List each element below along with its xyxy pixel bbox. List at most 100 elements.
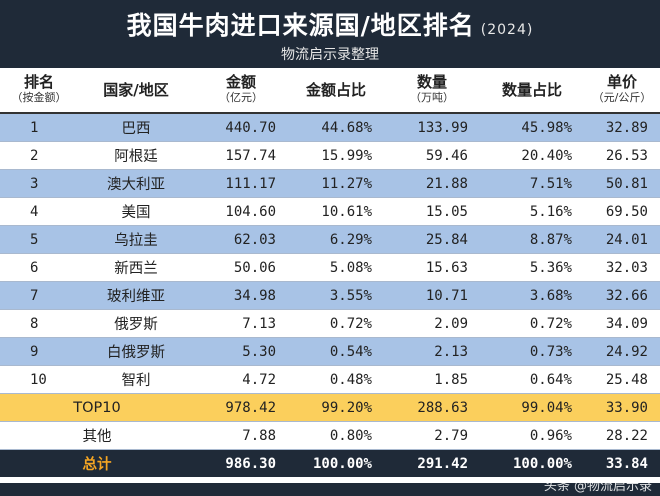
header-unit: （万吨）	[410, 91, 454, 104]
cell-amount-share: 10.61%	[288, 197, 384, 226]
table-row: 2 阿根廷 157.74 15.99% 59.46 20.40% 26.53	[0, 141, 660, 170]
cell-amount-share: 11.27%	[288, 169, 384, 198]
header-label: 数量占比	[501, 81, 562, 99]
cell-amount: 62.03	[194, 225, 288, 254]
cell-amount-share: 0.54%	[288, 337, 384, 366]
cell-country: 俄罗斯	[78, 309, 194, 338]
cell-country: 阿根廷	[78, 141, 194, 170]
top10-row: TOP10 978.42 99.20% 288.63 99.04% 33.90	[0, 393, 660, 422]
cell-quantity: 291.42	[384, 449, 480, 477]
header-label: 单价	[606, 73, 637, 91]
table-row: 9 白俄罗斯 5.30 0.54% 2.13 0.73% 24.92	[0, 337, 660, 366]
cell-rank: 10	[0, 365, 78, 394]
cell-amount-share: 0.80%	[288, 421, 384, 450]
cell-quantity-share: 20.40%	[480, 141, 584, 170]
table-row: 1 巴西 440.70 44.68% 133.99 45.98% 32.89	[0, 113, 660, 142]
cell-unit-price: 24.92	[584, 337, 660, 366]
cell-quantity-share: 45.98%	[480, 113, 584, 142]
table-row: 8 俄罗斯 7.13 0.72% 2.09 0.72% 34.09	[0, 309, 660, 338]
cell-quantity-share: 0.72%	[480, 309, 584, 338]
cell-quantity: 1.85	[384, 365, 480, 394]
cell-rank: 8	[0, 309, 78, 338]
cell-quantity: 15.63	[384, 253, 480, 282]
cell-quantity: 2.79	[384, 421, 480, 450]
cell-quantity: 133.99	[384, 113, 480, 142]
watermark: 头条 @物流启示录	[543, 479, 652, 494]
cell-quantity: 10.71	[384, 281, 480, 310]
cell-unit-price: 24.01	[584, 225, 660, 254]
cell-unit-price: 69.50	[584, 197, 660, 226]
header-quantity: 数量 （万吨）	[384, 68, 480, 114]
header-label: 金额	[225, 73, 256, 91]
title-banner: 我国牛肉进口来源国/地区排名 (2024) 物流启示录整理	[0, 0, 660, 68]
cell-amount: 111.17	[194, 169, 288, 198]
other-row: 其他 7.88 0.80% 2.79 0.96% 28.22	[0, 421, 660, 450]
table-row: 6 新西兰 50.06 5.08% 15.63 5.36% 32.03	[0, 253, 660, 282]
cell-unit-price: 32.66	[584, 281, 660, 310]
table-header-row: 排名 （按金额） 国家/地区 金额 （亿元） 金额占比 数量 （万吨） 数量占比 单价…	[0, 68, 660, 114]
cell-country: 新西兰	[78, 253, 194, 282]
cell-quantity-share: 5.16%	[480, 197, 584, 226]
cell-amount-share: 6.29%	[288, 225, 384, 254]
cell-unit-price: 28.22	[584, 421, 660, 450]
cell-quantity-share: 5.36%	[480, 253, 584, 282]
title-text: 我国牛肉进口来源国/地区排名	[126, 11, 475, 40]
cell-quantity: 59.46	[384, 141, 480, 170]
cell-country: 澳大利亚	[78, 169, 194, 198]
header-unit: （元/公斤）	[592, 91, 652, 104]
cell-rank: 5	[0, 225, 78, 254]
cell-amount-share: 3.55%	[288, 281, 384, 310]
cell-amount-share: 5.08%	[288, 253, 384, 282]
table-row: 7 玻利维亚 34.98 3.55% 10.71 3.68% 32.66	[0, 281, 660, 310]
header-unit: （按金额）	[11, 91, 67, 104]
header-label: 数量	[416, 73, 447, 91]
cell-amount: 7.88	[194, 421, 288, 450]
header-label: 金额占比	[305, 81, 366, 99]
cell-unit-price: 33.90	[584, 393, 660, 422]
cell-top10-label: TOP10	[0, 393, 194, 422]
cell-other-label: 其他	[0, 421, 194, 450]
cell-amount: 5.30	[194, 337, 288, 366]
cell-quantity-share: 100.00%	[480, 449, 584, 477]
ranking-table: 排名 （按金额） 国家/地区 金额 （亿元） 金额占比 数量 （万吨） 数量占比 单价…	[0, 68, 660, 477]
table-row: 10 智利 4.72 0.48% 1.85 0.64% 25.48	[0, 365, 660, 394]
cell-unit-price: 25.48	[584, 365, 660, 394]
cell-country: 智利	[78, 365, 194, 394]
cell-quantity-share: 3.68%	[480, 281, 584, 310]
table-row: 4 美国 104.60 10.61% 15.05 5.16% 69.50	[0, 197, 660, 226]
cell-quantity-share: 99.04%	[480, 393, 584, 422]
cell-country: 白俄罗斯	[78, 337, 194, 366]
cell-country: 巴西	[78, 113, 194, 142]
cell-rank: 1	[0, 113, 78, 142]
cell-amount: 50.06	[194, 253, 288, 282]
cell-amount: 7.13	[194, 309, 288, 338]
cell-amount: 34.98	[194, 281, 288, 310]
cell-unit-price: 32.89	[584, 113, 660, 142]
cell-rank: 3	[0, 169, 78, 198]
cell-quantity: 2.09	[384, 309, 480, 338]
cell-quantity-share: 8.87%	[480, 225, 584, 254]
page-title: 我国牛肉进口来源国/地区排名 (2024)	[0, 6, 660, 42]
cell-country: 美国	[78, 197, 194, 226]
cell-rank: 4	[0, 197, 78, 226]
cell-amount-share: 0.48%	[288, 365, 384, 394]
cell-amount-share: 15.99%	[288, 141, 384, 170]
header-rank: 排名 （按金额）	[0, 68, 78, 114]
table-row: 3 澳大利亚 111.17 11.27% 21.88 7.51% 50.81	[0, 169, 660, 198]
table-row: 5 乌拉圭 62.03 6.29% 25.84 8.87% 24.01	[0, 225, 660, 254]
cell-quantity: 288.63	[384, 393, 480, 422]
cell-amount: 986.30	[194, 449, 288, 477]
cell-amount: 104.60	[194, 197, 288, 226]
cell-quantity-share: 0.96%	[480, 421, 584, 450]
cell-amount-share: 44.68%	[288, 113, 384, 142]
cell-quantity: 15.05	[384, 197, 480, 226]
cell-unit-price: 50.81	[584, 169, 660, 198]
cell-quantity: 2.13	[384, 337, 480, 366]
page-subtitle: 物流启示录整理	[281, 47, 379, 63]
header-quantity-share: 数量占比	[480, 68, 584, 114]
cell-quantity-share: 7.51%	[480, 169, 584, 198]
header-country: 国家/地区	[78, 68, 194, 114]
header-unit: （亿元）	[219, 91, 263, 104]
header-unit-price: 单价 （元/公斤）	[584, 68, 660, 114]
header-label: 排名	[23, 73, 54, 91]
